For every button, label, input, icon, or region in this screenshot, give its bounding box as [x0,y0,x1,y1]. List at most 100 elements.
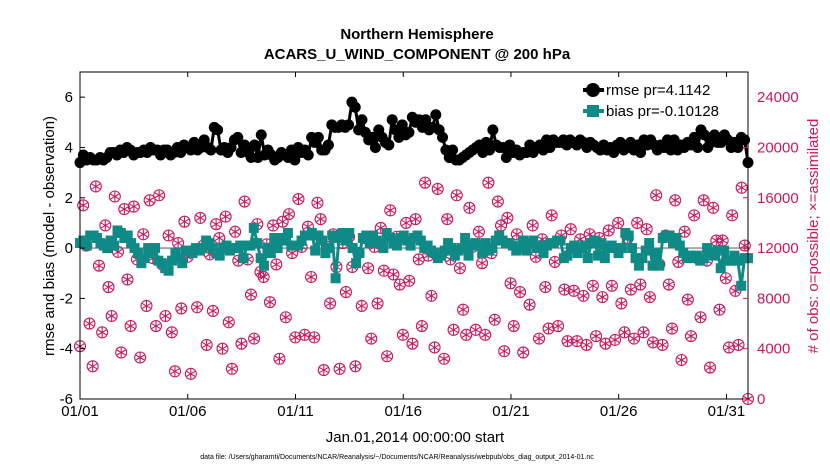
asterisk-stroke [673,258,683,265]
obs-possible-marker [89,180,102,193]
obs-assimilated-marker [407,338,417,349]
y2-tick-label: 0 [757,391,765,408]
bias-point [579,240,590,251]
bias-point [354,248,365,259]
obs-possible-marker [324,297,337,310]
obs-possible-marker [491,195,504,208]
obs-point [219,210,232,223]
asterisk-stroke [287,250,297,257]
asterisk-stroke [597,294,607,301]
obs-possible-marker [589,330,603,343]
obs-point [488,313,501,326]
bias-point [480,238,491,249]
obs-point [184,367,197,380]
bias-point [132,248,143,259]
obs-assimilated-marker [461,329,471,340]
legend-box [577,78,747,124]
asterisk-stroke [452,192,462,199]
obs-assimilated-marker [335,363,345,374]
obs-assimilated-marker [648,337,658,348]
obs-assimilated-marker [581,339,592,350]
obs-assimilated-marker [619,327,630,338]
obs-possible-marker [564,223,577,236]
obs-assimilated-marker [281,312,291,323]
y2-tick-label: 12000 [757,240,799,257]
bias-point [265,248,276,259]
obs-point [92,259,106,272]
asterisk-stroke [103,284,114,291]
obs-possible-marker [678,225,691,238]
obs-assimilated-marker [499,346,509,357]
obs-point [371,297,384,310]
asterisk-stroke [578,292,588,299]
rmse-point [692,141,704,153]
asterisk-stroke [619,329,630,336]
bias-point [293,240,304,251]
obs-possible-marker [229,225,242,238]
bias-point [494,230,505,241]
asterisk-stroke [499,348,509,355]
chart-subtitle: ACARS_U_WIND_COMPONENT @ 200 hPa [264,46,571,63]
asterisk-stroke [664,281,674,288]
obs-assimilated-marker [268,220,278,231]
obs-point [355,299,368,312]
asterisk-stroke [113,248,123,255]
obs-point [115,346,128,359]
obs-possible-marker [184,367,197,380]
obs-assimilated-marker [711,235,721,246]
obs-possible-marker [602,224,615,237]
obs-point [191,301,204,314]
asterisk-stroke [613,219,623,226]
obs-possible-marker [729,284,742,297]
obs-assimilated-marker [274,353,285,364]
asterisk-stroke [714,306,725,313]
axis-ticks: 01/01 01/06 01/11 01/16 01/21 01/26 01/31 -6 -4 -… [60,72,799,420]
asterisk-stroke [547,212,557,219]
obs-assimilated-marker [265,297,275,308]
obs-point [317,364,330,377]
asterisk-stroke [195,214,205,221]
obs-assimilated-marker [518,347,528,358]
bias-point [729,250,740,261]
legend-rmse-label: rmse pr=4.1142 [606,82,710,99]
bias-point [296,235,307,246]
obs-point [127,200,140,213]
obs-point [650,189,663,202]
obs-point [159,309,172,323]
obs-assimilated-marker [471,324,481,335]
asterisk-stroke [528,222,538,229]
obs-assimilated-marker [448,324,459,335]
asterisk-stroke [246,291,256,298]
obs-possible-marker [219,210,232,223]
asterisk-stroke [395,281,405,288]
rmse-point [420,114,432,126]
obs-point [225,362,239,375]
obs-possible-marker [732,338,745,351]
bias-point [712,245,723,256]
obs-assimilated-marker [439,353,449,364]
obs-possible-marker [457,303,470,316]
obs-assimilated-marker [151,321,161,332]
obs-possible-marker [178,215,191,228]
bias-point [204,238,215,249]
obs-point [86,360,99,373]
asterisk-stroke [376,224,386,231]
obs-point [469,323,482,336]
obs-assimilated-marker [366,333,376,344]
obs-assimilated-marker [84,318,95,329]
obs-point [222,316,235,329]
bias-point [149,243,160,254]
obs-point [501,211,514,224]
obs-assimilated-marker [100,220,110,231]
obs-possible-marker [488,313,501,326]
asterisk-stroke [271,261,281,268]
asterisk-stroke [569,287,579,294]
obs-point [707,201,720,214]
bias-point [214,250,225,261]
asterisk-stroke [138,231,148,238]
bias-point [719,245,730,256]
obs-point [453,262,466,275]
bias-point [654,260,665,271]
obs-possible-marker [618,326,631,339]
asterisk-stroke [94,262,104,269]
